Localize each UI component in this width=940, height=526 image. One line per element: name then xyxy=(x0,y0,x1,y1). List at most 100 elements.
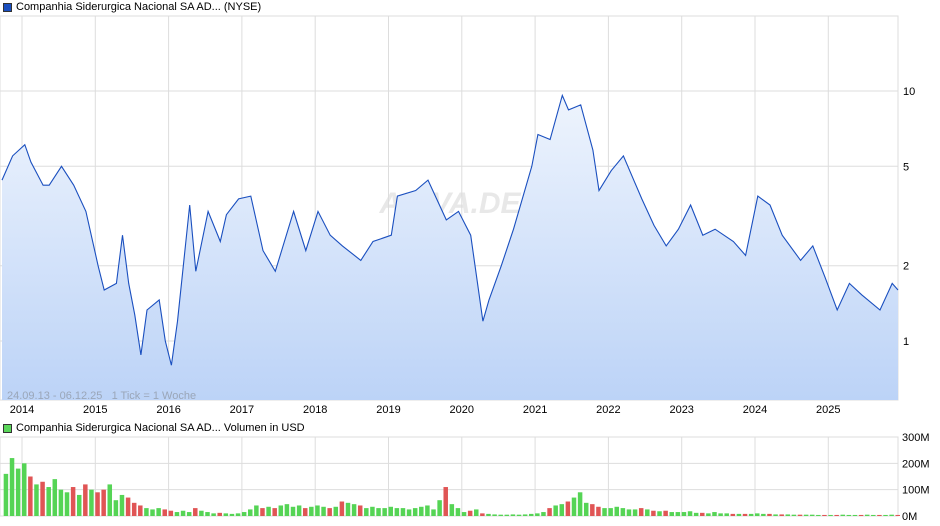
volume-bar xyxy=(852,514,858,516)
volume-bar xyxy=(425,505,430,516)
volume-bar xyxy=(492,514,497,516)
volume-bar xyxy=(736,513,742,516)
volume-bar xyxy=(571,497,577,516)
volume-bar xyxy=(883,514,888,516)
volume-bar xyxy=(626,509,632,516)
volume-bar xyxy=(174,512,180,516)
volume-bar xyxy=(803,514,809,516)
volume-bar xyxy=(156,508,161,516)
volume-bar xyxy=(412,508,418,516)
volume-bar xyxy=(681,512,687,516)
volume-bar xyxy=(474,509,479,516)
volume-bar xyxy=(767,513,772,516)
volume-bar xyxy=(693,512,699,516)
volume-bar xyxy=(541,512,546,516)
volume-bar xyxy=(28,476,33,516)
volume-bar xyxy=(22,463,27,516)
volume-bar xyxy=(724,513,729,516)
x-tick-label: 2025 xyxy=(816,404,840,416)
volume-bar xyxy=(315,505,320,516)
volume-bar xyxy=(370,506,375,516)
x-tick-label: 2019 xyxy=(376,404,400,416)
volume-bar xyxy=(577,492,583,516)
volume-bar xyxy=(620,508,626,516)
y-tick-label: 10 xyxy=(903,86,915,98)
volume-bar xyxy=(516,514,522,516)
volume-bar xyxy=(742,513,748,516)
volume-bar xyxy=(131,502,137,516)
volume-bar xyxy=(632,509,638,516)
volume-bar xyxy=(761,513,766,516)
volume-bar xyxy=(15,468,21,516)
volume-bar xyxy=(235,513,241,516)
volume-bar xyxy=(333,506,339,516)
volume-bar xyxy=(260,508,265,516)
volume-bar xyxy=(590,504,595,516)
volume-bar xyxy=(388,506,393,516)
volume-bar xyxy=(614,506,620,516)
volume-bar xyxy=(559,504,565,516)
volume-bar xyxy=(266,506,271,516)
volume-legend-label: Companhia Siderurgica Nacional SA AD... … xyxy=(16,422,305,434)
x-tick-label: 2023 xyxy=(669,404,693,416)
volume-bar xyxy=(3,473,9,516)
y-tick-label: 1 xyxy=(903,336,909,348)
volume-bar xyxy=(877,514,882,516)
volume-bar xyxy=(52,479,58,516)
volume-bar xyxy=(480,513,485,516)
y-tick-label: 2 xyxy=(903,261,909,273)
volume-y-tick-label: 0M xyxy=(902,511,917,523)
volume-bar xyxy=(779,514,784,516)
volume-bar xyxy=(89,489,94,516)
volume-bar xyxy=(382,508,387,516)
volume-bar xyxy=(223,513,229,516)
volume-bar xyxy=(400,508,406,516)
volume-bar xyxy=(510,514,516,516)
volume-bar xyxy=(657,511,662,516)
x-tick-label: 2017 xyxy=(230,404,254,416)
volume-bar xyxy=(687,511,693,516)
volume-bar xyxy=(144,508,149,516)
volume-bar xyxy=(419,506,424,516)
volume-bar xyxy=(119,494,125,516)
volume-bar xyxy=(431,509,436,516)
volume-bar xyxy=(345,502,351,516)
volume-bar xyxy=(504,514,510,516)
volume-bar xyxy=(180,510,186,516)
volume-bar xyxy=(712,512,717,516)
x-tick-label: 2020 xyxy=(450,404,474,416)
volume-bar xyxy=(834,514,839,516)
volume-bar xyxy=(186,512,192,516)
x-tick-label: 2014 xyxy=(10,404,34,416)
volume-bar xyxy=(284,504,290,516)
volume-bar xyxy=(828,514,833,516)
x-tick-label: 2016 xyxy=(156,404,180,416)
volume-bar xyxy=(651,510,656,516)
price-legend-swatch xyxy=(3,2,12,12)
volume-bar xyxy=(241,512,247,516)
volume-bar xyxy=(498,514,503,516)
volume-bar xyxy=(309,506,314,516)
volume-bar xyxy=(248,509,253,516)
volume-bar xyxy=(791,514,797,516)
price-area-fill xyxy=(2,95,898,401)
volume-bar xyxy=(535,513,540,516)
volume-bar xyxy=(272,508,277,516)
volume-legend: Companhia Siderurgica Nacional SA AD... … xyxy=(3,422,305,434)
volume-bar xyxy=(193,508,198,516)
volume-bar xyxy=(864,514,870,516)
volume-y-tick-label: 200M xyxy=(902,458,930,470)
volume-bar xyxy=(205,512,210,516)
price-line xyxy=(1,93,899,366)
x-tick-label: 2021 xyxy=(523,404,547,416)
volume-bar xyxy=(162,509,167,516)
volume-bar xyxy=(565,501,571,516)
volume-bar xyxy=(351,504,357,516)
volume-bar xyxy=(83,484,88,516)
volume-bar xyxy=(467,510,473,516)
volume-bar xyxy=(217,512,222,516)
volume-bar xyxy=(302,508,308,516)
volume-bar xyxy=(138,505,143,516)
